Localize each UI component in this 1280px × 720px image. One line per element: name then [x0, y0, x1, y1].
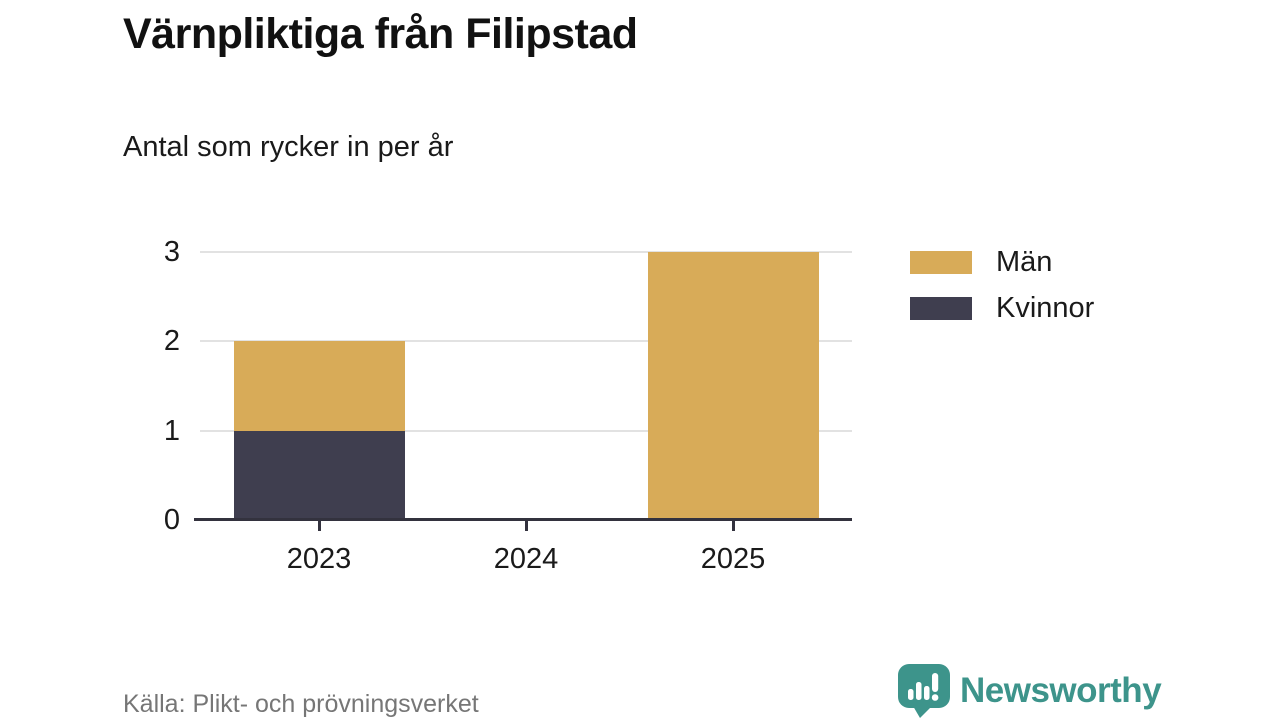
brand-logo: Newsworthy: [897, 663, 1162, 718]
y-tick-label: 1: [163, 414, 180, 447]
bar-segment: [233, 430, 405, 520]
y-tick-label: 2: [163, 325, 180, 358]
source-note: Källa: Plikt- och prövningsverket: [123, 690, 479, 718]
x-tick-label: 2023: [286, 543, 352, 575]
legend-swatch: [910, 250, 972, 274]
x-tick: [317, 520, 321, 531]
legend-item: Män: [910, 246, 1094, 278]
gridline: [200, 251, 852, 253]
brand-wordmark: Newsworthy: [960, 670, 1162, 710]
legend-item: Kvinnor: [910, 292, 1094, 324]
legend-label: Kvinnor: [996, 292, 1095, 324]
y-tick-label: 0: [163, 504, 180, 536]
chart-subtitle: Antal som rycker in per år: [123, 131, 454, 163]
legend-label: Män: [996, 246, 1053, 278]
x-tick-label: 2024: [493, 543, 559, 575]
legend: Män Kvinnor: [910, 246, 1094, 324]
plot-area: 0 1 2 3 2023 2024 2025: [164, 236, 852, 575]
bar-segment: [647, 252, 819, 520]
legend-swatch: [910, 296, 972, 320]
gridline: [200, 429, 852, 432]
x-axis-line: [194, 518, 852, 521]
newsworthy-speech-bubble-icon: [897, 663, 951, 718]
x-tick: [524, 520, 528, 531]
gridline: [200, 340, 852, 343]
x-tick: [731, 520, 735, 531]
x-tick-label: 2025: [700, 543, 766, 575]
y-tick-label: 3: [163, 236, 180, 268]
chart-title: Värnpliktiga från Filipstad: [123, 10, 638, 58]
